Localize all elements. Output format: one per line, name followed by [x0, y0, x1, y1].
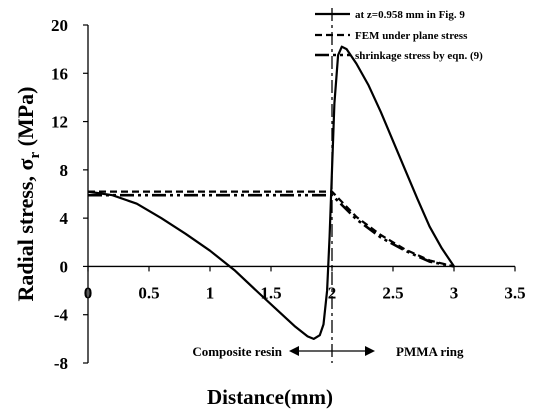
x-ticks: 0 0.5 1 1.5 2 2.5 3 3.5: [84, 266, 526, 302]
y-tick-label: 16: [51, 64, 68, 83]
x-tick-label: 1.5: [260, 283, 281, 302]
legend-label-2: FEM under plane stress: [355, 30, 468, 42]
y-ticks: -8 -4 0 4 8 12 16 20: [51, 16, 88, 373]
x-tick-label: 3.5: [504, 283, 525, 302]
legend: at z=0.958 mm in Fig. 9 FEM under plane s…: [315, 9, 483, 62]
y-axis-title-sub: r: [27, 152, 43, 159]
y-axis-title: Radial stress, σr (MPa): [13, 87, 43, 302]
y-tick-label: 12: [51, 113, 68, 132]
x-tick-label: 2.5: [382, 283, 403, 302]
x-tick-label: 3: [450, 283, 459, 302]
legend-label-1: at z=0.958 mm in Fig. 9: [355, 9, 465, 21]
right-arrow-head: [365, 346, 375, 356]
left-region-label: Composite resin: [192, 344, 282, 359]
legend-label-3: shrinkage stress by eqn. (9): [355, 50, 483, 62]
x-tick-label: 1: [206, 283, 215, 302]
series-line-3: [88, 193, 455, 268]
right-region-label: PMMA ring: [396, 344, 464, 359]
y-tick-label: -4: [54, 306, 69, 325]
y-axis-title-main: Radial stress, σ: [13, 159, 38, 302]
x-tick-label: 0.5: [138, 283, 159, 302]
x-axis-title: Distance(mm): [207, 385, 333, 409]
y-axis-title-unit: (MPa): [13, 87, 38, 152]
y-tick-label: 8: [60, 161, 69, 180]
left-arrow-head: [289, 346, 299, 356]
region-annotation: Composite resin PMMA ring: [192, 8, 464, 363]
x-tick-label: 0: [84, 283, 93, 302]
x-tick-label: 2: [328, 283, 337, 302]
y-tick-label: -8: [54, 354, 68, 373]
y-tick-label: 20: [51, 16, 68, 35]
series-line-2: [88, 190, 455, 268]
y-tick-label: 4: [60, 209, 69, 228]
y-tick-label: 0: [60, 257, 69, 276]
series-line-1: [87, 45, 455, 340]
